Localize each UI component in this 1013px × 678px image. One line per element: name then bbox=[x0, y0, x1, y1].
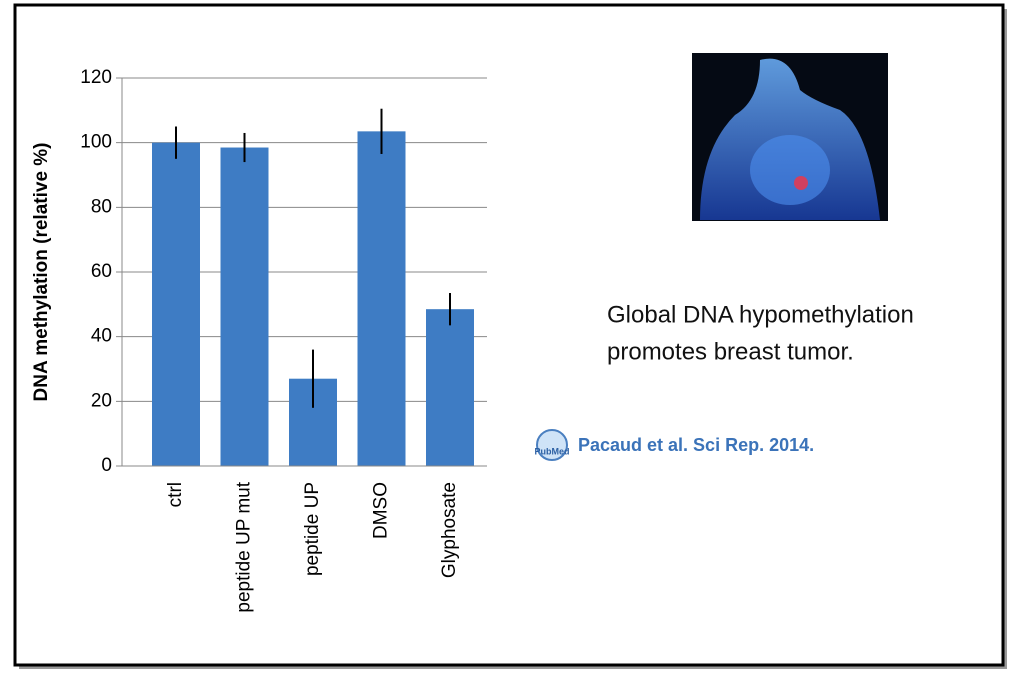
bar bbox=[357, 131, 406, 466]
y-tick-label: 80 bbox=[91, 196, 112, 217]
y-axis-title: DNA methylation (relative %) bbox=[31, 142, 52, 401]
pubmed-icon: PubMed bbox=[535, 429, 570, 461]
y-tick-label: 40 bbox=[91, 326, 112, 347]
citation: Pacaud et al. Sci Rep. 2014. bbox=[578, 435, 814, 455]
bar bbox=[426, 309, 474, 466]
x-tick-label: Glyphosate bbox=[439, 482, 460, 578]
icon-label: PubMed bbox=[535, 446, 570, 456]
annotation: Global DNA hypomethylation bbox=[607, 301, 914, 328]
y-tick-label: 120 bbox=[80, 67, 112, 88]
x-tick-label: ctrl bbox=[165, 482, 186, 507]
x-tick-label: DMSO bbox=[371, 482, 392, 539]
y-tick-label: 0 bbox=[101, 455, 112, 476]
y-tick-label: 20 bbox=[91, 390, 112, 411]
illustration bbox=[692, 53, 888, 221]
bar bbox=[220, 147, 269, 466]
x-tick-label: peptide UP mut bbox=[234, 481, 255, 612]
y-tick-label: 100 bbox=[80, 132, 112, 153]
y-tick-label: 60 bbox=[91, 261, 112, 282]
annotation: promotes breast tumor. bbox=[607, 338, 854, 365]
x-tick-label: peptide UP bbox=[302, 482, 323, 576]
bar bbox=[152, 142, 200, 466]
